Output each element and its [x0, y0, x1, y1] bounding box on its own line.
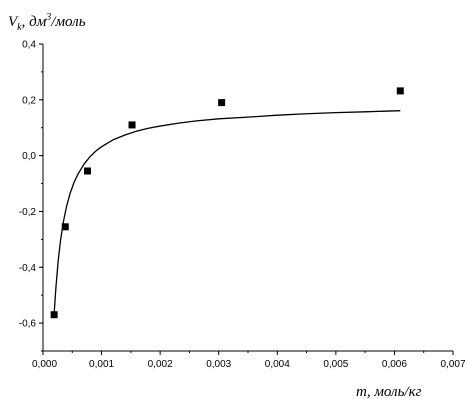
- x-tick-label: 0,003: [206, 359, 231, 370]
- y-tick-label: -0,4: [19, 263, 37, 274]
- y-axis-label-sub: k: [17, 22, 22, 33]
- y-tick-label: -0,6: [19, 319, 37, 330]
- data-point: [128, 121, 136, 129]
- data-points: [50, 87, 404, 319]
- x-tick-label: 0,002: [148, 359, 173, 370]
- x-tick-label: 0,001: [89, 359, 114, 370]
- y-tick-label: 0,4: [22, 40, 36, 51]
- data-point: [50, 311, 58, 319]
- axes: [42, 44, 453, 352]
- x-axis-label: m, моль/кг: [356, 384, 422, 399]
- y-axis-label: Vk, дм3/моль: [8, 12, 86, 33]
- data-point: [61, 223, 69, 231]
- y-tick-label: 0,2: [22, 95, 36, 106]
- x-tick-label: 0,006: [382, 359, 407, 370]
- x-axis-label-rest: , моль/кг: [367, 384, 422, 399]
- y-axis-label-rest: , дм: [22, 14, 47, 30]
- data-point: [396, 87, 404, 95]
- x-tick-label: 0,004: [265, 359, 290, 370]
- x-tick-label: 0,005: [323, 359, 348, 370]
- x-ticks: 0,000 0,001 0,002 0,003 0,004 0,005 0,006 0,007: [32, 351, 466, 370]
- y-axis-label-unit: /моль: [50, 14, 85, 30]
- y-axis-label-sup: 3: [45, 12, 51, 23]
- x-tick-label: 0,000: [32, 359, 57, 370]
- x-axis-label-main: m: [356, 384, 367, 399]
- y-ticks: -0,6 -0,4 -0,2 0,0 0,2 0,4: [19, 40, 43, 352]
- data-point: [84, 167, 92, 175]
- y-tick-label: -0,2: [19, 207, 37, 218]
- x-tick-label: 0,007: [440, 359, 465, 370]
- y-tick-label: 0,0: [22, 151, 36, 162]
- fit-curve: [53, 110, 401, 315]
- y-axis-label-main: V: [8, 14, 19, 30]
- data-point: [218, 99, 226, 107]
